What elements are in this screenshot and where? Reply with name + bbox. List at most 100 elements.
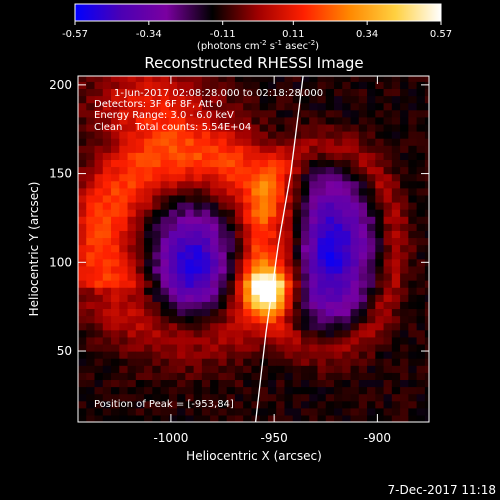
heatmap-cell xyxy=(375,88,385,97)
heatmap-cell xyxy=(292,216,302,224)
heatmap-cell xyxy=(111,95,120,104)
heatmap-cell xyxy=(102,258,112,267)
heatmap-cell xyxy=(292,365,302,373)
heatmap-cell xyxy=(284,400,294,409)
heatmap-cell xyxy=(358,116,368,125)
heatmap-cell xyxy=(251,294,261,302)
heatmap-cell xyxy=(375,258,385,267)
heatmap-cell xyxy=(367,301,376,310)
heatmap-cell xyxy=(309,386,319,395)
heatmap-cell xyxy=(342,102,352,111)
heatmap-cell xyxy=(300,102,310,111)
heatmap-cell xyxy=(144,138,153,146)
heatmap-cell xyxy=(193,173,203,182)
heatmap-cell xyxy=(276,216,286,224)
heatmap-cell xyxy=(267,131,277,139)
heatmap-cell xyxy=(160,379,170,388)
heatmap-cell xyxy=(193,81,203,90)
heatmap-cell xyxy=(284,173,294,182)
heatmap-cell xyxy=(102,230,112,239)
colorbar-unit: (photons cm-2 s-1 asec-2) xyxy=(197,39,319,52)
heatmap-cell xyxy=(127,393,137,402)
heatmap-cell xyxy=(111,123,120,132)
heatmap-cell xyxy=(284,386,294,395)
heatmap-cell xyxy=(383,400,393,409)
heatmap-cell xyxy=(350,400,360,409)
heatmap-cell xyxy=(119,230,129,239)
heatmap-cell xyxy=(325,393,335,402)
heatmap-cell xyxy=(86,251,96,260)
heatmap-cell xyxy=(350,95,360,104)
heatmap-cell xyxy=(119,414,129,422)
heatmap-cell xyxy=(177,251,186,260)
heatmap-cell xyxy=(243,251,253,260)
heatmap-cell xyxy=(201,294,211,302)
heatmap-cell xyxy=(350,159,360,168)
heatmap-cell xyxy=(119,272,129,281)
heatmap-cell xyxy=(267,201,277,210)
heatmap-cell xyxy=(350,393,360,402)
heatmap-cell xyxy=(284,407,294,416)
heatmap-cell xyxy=(292,393,302,402)
heatmap-cell xyxy=(375,81,385,90)
heatmap-cell xyxy=(251,301,261,310)
heatmap-cell xyxy=(119,145,129,153)
heatmap-cell xyxy=(300,230,310,239)
heatmap-cell xyxy=(193,294,203,302)
heatmap-cell xyxy=(383,131,393,139)
heatmap-cell xyxy=(177,308,186,317)
heatmap-cell xyxy=(226,358,236,366)
heatmap-cell xyxy=(367,329,376,338)
heatmap-cell xyxy=(119,244,129,253)
heatmap-cell xyxy=(367,180,376,189)
heatmap-cell xyxy=(342,95,352,104)
heatmap-cell xyxy=(234,209,244,217)
heatmap-cell xyxy=(300,180,310,189)
heatmap-cell xyxy=(367,159,376,168)
heatmap-cell xyxy=(185,244,195,253)
x-tick-label: -1000 xyxy=(153,431,188,445)
heatmap-cell xyxy=(86,201,96,210)
heatmap-cell xyxy=(144,315,153,324)
heatmap-cell xyxy=(226,379,236,388)
heatmap-cell xyxy=(317,194,327,203)
heatmap-cell xyxy=(94,76,104,82)
heatmap-cell xyxy=(119,123,129,132)
heatmap-cell xyxy=(119,400,129,409)
heatmap-cell xyxy=(152,379,162,388)
heatmap-cell xyxy=(135,351,145,359)
heatmap-cell xyxy=(251,180,261,189)
heatmap-cell xyxy=(152,315,162,324)
heatmap-cell xyxy=(391,159,401,168)
heatmap-cell xyxy=(300,379,310,388)
heatmap-cell xyxy=(416,209,426,217)
heatmap-cell xyxy=(102,81,112,90)
heatmap-cell xyxy=(292,414,302,422)
heatmap-cell xyxy=(259,209,269,217)
heatmap-cell xyxy=(350,386,360,395)
heatmap-cell xyxy=(342,123,352,132)
heatmap-cell xyxy=(177,159,186,168)
heatmap-cell xyxy=(400,280,409,288)
heatmap-cell xyxy=(408,230,418,239)
heatmap-cell xyxy=(267,308,277,317)
heatmap-cell xyxy=(334,400,343,409)
heatmap-cell xyxy=(350,223,360,231)
heatmap-cell xyxy=(152,95,162,104)
heatmap-cell xyxy=(416,386,426,395)
heatmap-cell xyxy=(408,329,418,338)
heatmap-cell xyxy=(375,187,385,196)
heatmap-cell xyxy=(276,237,286,246)
heatmap-cell xyxy=(259,393,269,402)
limb-line xyxy=(254,76,304,422)
heatmap-cell xyxy=(78,116,87,125)
heatmap-cell xyxy=(267,230,277,239)
heatmap-cell xyxy=(309,216,319,224)
heatmap-cell xyxy=(375,159,385,168)
heatmap-cell xyxy=(135,209,145,217)
heatmap-cell xyxy=(325,400,335,409)
heatmap-cell xyxy=(127,244,137,253)
heatmap-cell xyxy=(325,272,335,281)
heatmap-cell xyxy=(408,116,418,125)
heatmap-cell xyxy=(367,280,376,288)
